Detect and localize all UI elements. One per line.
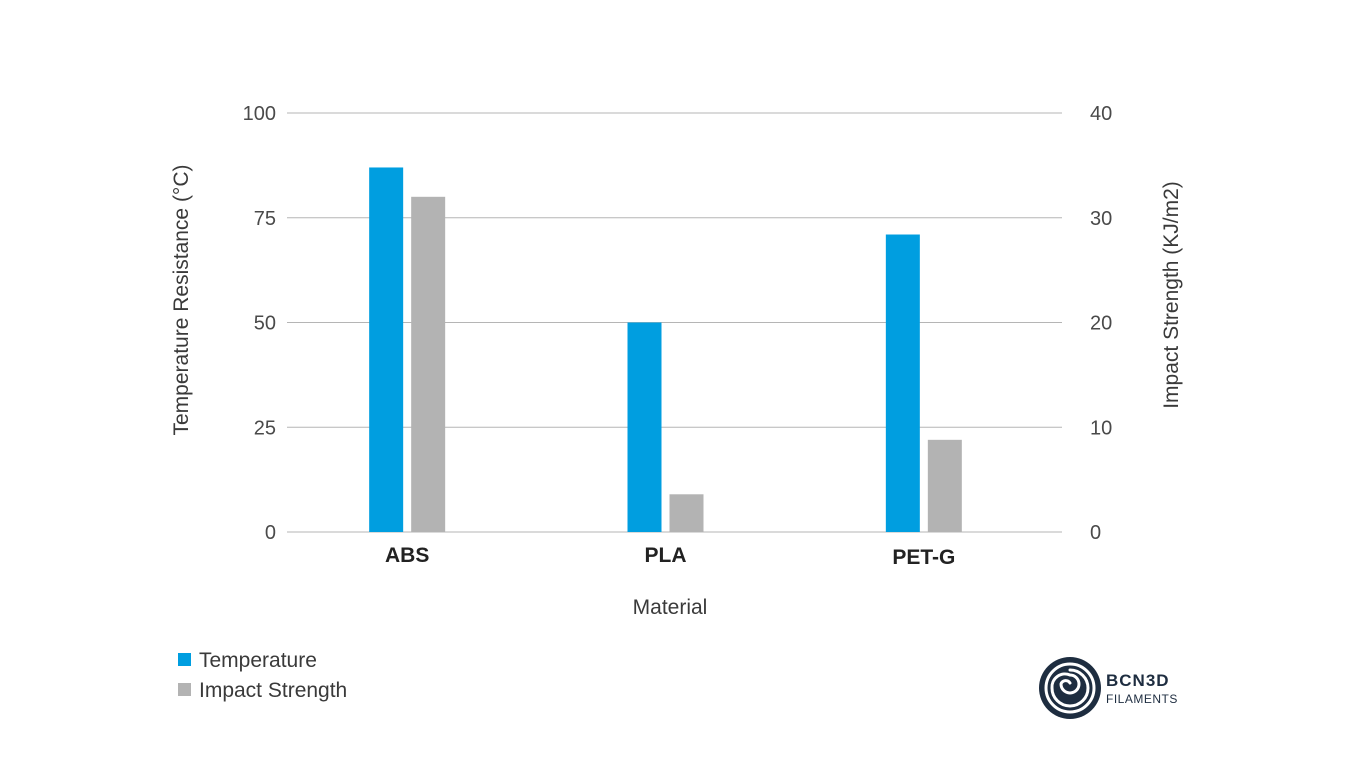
legend-swatch-temperature xyxy=(178,653,191,666)
bar-abs-impact-strength xyxy=(411,196,446,533)
legend-swatch-impact xyxy=(178,683,191,696)
bar-pla-impact-strength xyxy=(669,494,704,532)
legend-label-impact: Impact Strength xyxy=(199,679,347,702)
y-left-tick-label: 25 xyxy=(254,417,276,439)
bar-pet-g-impact-strength xyxy=(927,439,962,532)
bars xyxy=(369,167,962,533)
x-tick-label: ABS xyxy=(385,544,429,567)
spiral-icon xyxy=(1039,657,1101,719)
y-right-tick-label: 20 xyxy=(1090,313,1112,335)
y-left-tick-label: 75 xyxy=(254,208,276,230)
y-axis-left-title: Temperature Resistance (°C) xyxy=(170,165,193,436)
logo-subtitle: FILAMENTS xyxy=(1106,692,1178,706)
logo-title: BCN3D xyxy=(1106,671,1170,690)
y-left-tick-label: 100 xyxy=(243,103,276,125)
legend-label-temperature: Temperature xyxy=(199,649,317,672)
y-right-tick-label: 40 xyxy=(1090,103,1112,125)
y-right-tick-label: 10 xyxy=(1090,417,1112,439)
x-axis-title: Material xyxy=(633,596,708,619)
x-tick-label: PLA xyxy=(645,544,687,567)
x-tick-label: PET-G xyxy=(892,546,955,569)
category-labels: ABS PLA PET-G xyxy=(385,544,955,569)
y-right-tick-label: 0 xyxy=(1090,522,1101,544)
bar-pet-g-temperature xyxy=(885,234,920,532)
y-right-tick-label: 30 xyxy=(1090,208,1112,230)
y-left-tick-label: 0 xyxy=(265,522,276,544)
legend: Temperature Impact Strength xyxy=(178,649,347,702)
bar-abs-temperature xyxy=(369,167,404,532)
y-left-tick-label: 50 xyxy=(254,313,276,335)
bar-pla-temperature xyxy=(627,322,662,532)
bcn3d-logo: BCN3D FILAMENTS xyxy=(1039,657,1178,719)
y-axis-right-title: Impact Strength (KJ/m2) xyxy=(1160,181,1183,409)
